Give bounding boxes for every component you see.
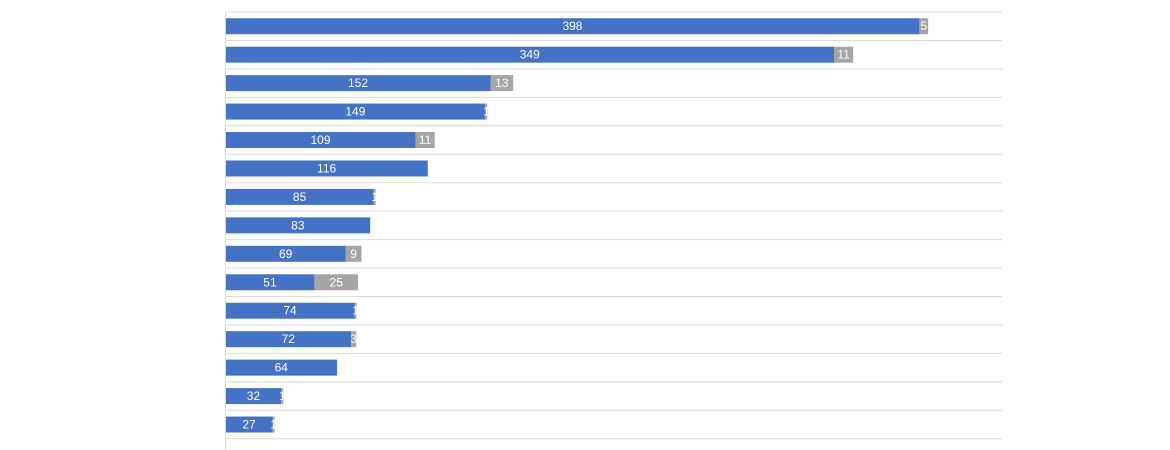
bar-primary [225,132,416,149]
bar-secondary [351,331,357,348]
data-label: 32 [247,389,261,403]
bar-secondary [373,188,376,205]
bar-secondary [314,274,359,291]
data-label: 152 [348,76,368,90]
data-label: 398 [562,19,582,33]
bar-secondary [485,103,488,120]
bar-secondary [272,416,275,433]
bar-primary [225,359,338,376]
data-label: 69 [279,247,293,261]
bar-primary [225,160,428,177]
data-label: 149 [345,105,365,119]
data-label: 349 [520,48,540,62]
bar-secondary [490,75,514,92]
bar-secondary [354,302,357,319]
data-label: 83 [291,218,305,232]
data-label: 85 [293,190,307,204]
data-label: 1 [371,190,378,204]
data-label: 9 [350,247,357,261]
bar-primary [225,46,834,63]
bar-primary [225,245,346,262]
bar-primary [225,302,355,319]
data-label: 1 [352,304,359,318]
data-label: 5 [920,19,927,33]
bar-series [225,18,929,433]
bar-primary [225,331,352,348]
bar-primary [225,188,374,205]
data-label: 1 [483,105,490,119]
data-label: 51 [263,275,277,289]
data-label: 64 [275,361,289,375]
gridlines [225,11,1002,440]
bar-primary [225,388,282,405]
data-label: 1 [270,418,277,432]
bar-primary [225,416,273,433]
data-label: 25 [330,275,344,289]
bar-secondary [281,388,284,405]
bar-primary [225,103,486,120]
data-label: 3 [350,332,357,346]
data-label: 109 [311,133,331,147]
data-label: 1 [279,389,286,403]
bar-secondary [919,18,929,35]
bar-secondary [345,245,362,262]
bar-secondary [833,46,854,63]
bar-primary [225,18,920,35]
data-label: 11 [419,133,432,147]
data-label: 74 [283,304,297,318]
data-label: 11 [837,48,850,62]
data-label: 13 [495,76,509,90]
bar-primary [225,274,315,291]
bar-primary [225,75,491,92]
bar-primary [225,217,371,234]
bar-secondary [415,132,435,149]
data-label: 72 [282,332,296,346]
data-label: 27 [242,418,256,432]
data-label: 116 [317,161,336,175]
